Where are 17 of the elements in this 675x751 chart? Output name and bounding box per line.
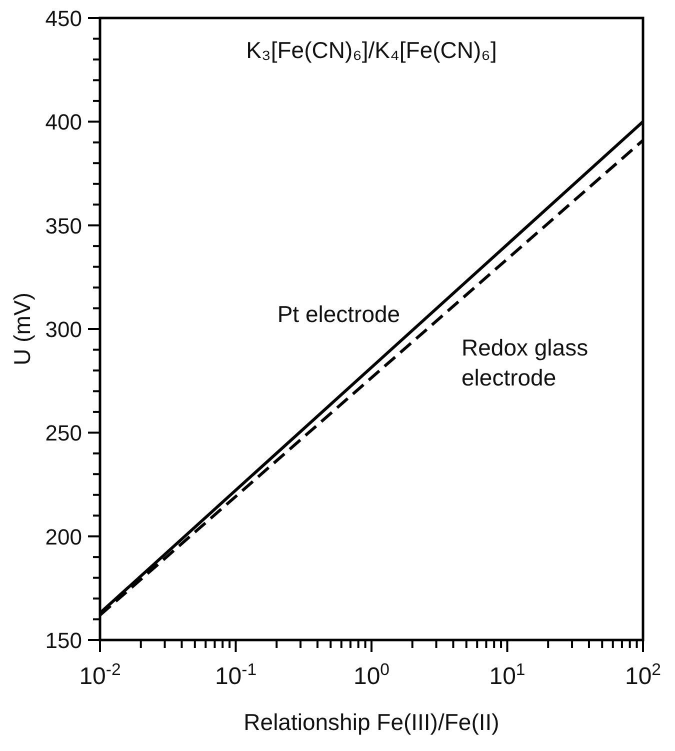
x-tick-label: 10$^{1}$: [489, 660, 526, 690]
y-tick-label: 150: [45, 628, 82, 653]
series-label: Redox glass electrode: [462, 334, 588, 390]
x-tick-label: 10$^{-1}$: [214, 660, 257, 690]
y-tick-label: 350: [45, 213, 82, 238]
y-tick-label: 300: [45, 317, 82, 342]
x-tick-label: 10$^{-2}$: [79, 660, 121, 690]
y-tick-label: 250: [45, 420, 82, 446]
y-tick-label: 200: [45, 524, 82, 550]
y-axis-title: U (mV): [9, 292, 35, 366]
y-tick-label: 450: [45, 6, 82, 31]
y-tick-label: 400: [45, 110, 82, 135]
x-tick-label: 10$^{0}$: [353, 660, 390, 690]
x-tick-label: 10$^{2}$: [624, 660, 662, 690]
text: K₃[Fe(CN)₆]/K₄[Fe(CN)₆]: [246, 37, 497, 63]
series-label: Pt electrode: [277, 300, 400, 327]
x-axis-title: Relationship Fe(III)/Fe(II): [244, 709, 500, 735]
